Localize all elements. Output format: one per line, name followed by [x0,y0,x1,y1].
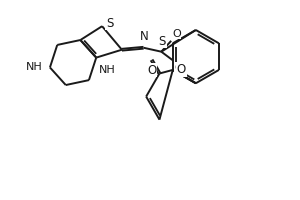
Text: O: O [147,64,156,77]
Text: O: O [177,63,186,76]
Text: S: S [159,35,166,48]
Text: N: N [140,30,149,43]
Text: NH: NH [26,62,43,72]
Text: O: O [172,29,181,39]
Text: NH: NH [99,65,116,75]
Text: O: O [174,63,183,73]
Text: S: S [106,17,113,30]
